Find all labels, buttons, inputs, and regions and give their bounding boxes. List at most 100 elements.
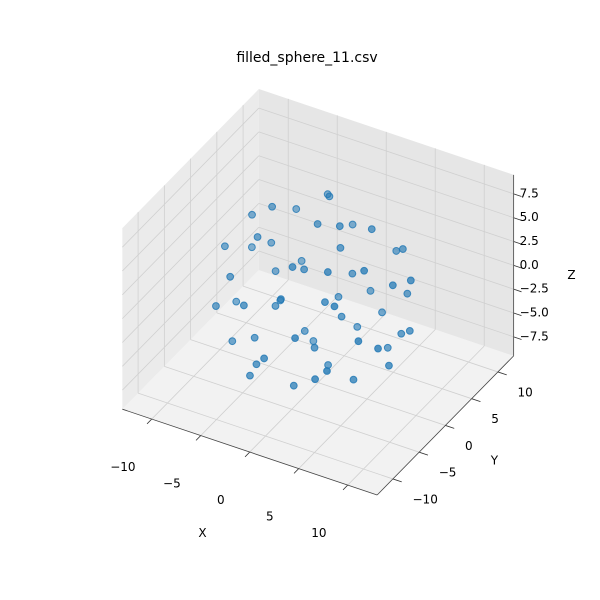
- point: [385, 361, 393, 370]
- z-tick-label: 0.0: [520, 258, 539, 272]
- tick-mark: [293, 468, 300, 474]
- tick-mark: [497, 371, 507, 376]
- point: [398, 245, 407, 253]
- grid-line: [258, 107, 514, 195]
- point: [374, 344, 382, 353]
- point: [300, 327, 309, 335]
- point: [288, 263, 297, 271]
- grid-line: [190, 339, 446, 426]
- point: [212, 302, 220, 310]
- grid-line: [164, 366, 420, 453]
- tick-mark: [244, 451, 251, 458]
- point: [271, 302, 280, 310]
- z-tick-label: −2.5: [520, 282, 549, 296]
- tick-mark: [471, 398, 481, 403]
- point: [250, 333, 259, 342]
- point: [349, 375, 358, 384]
- grid-line: [137, 392, 394, 480]
- point: [321, 298, 329, 306]
- point: [268, 202, 277, 211]
- point: [392, 247, 401, 255]
- point: [403, 289, 412, 298]
- point: [247, 243, 256, 252]
- tick-mark: [513, 288, 522, 293]
- grid-line: [242, 285, 499, 373]
- point: [348, 269, 357, 278]
- point: [260, 354, 269, 363]
- point: [291, 334, 299, 343]
- point: [252, 360, 261, 369]
- y-tick-label: −10: [413, 492, 438, 506]
- point: [323, 190, 332, 199]
- point: [246, 371, 254, 380]
- point: [366, 286, 375, 295]
- grid-line: [122, 226, 260, 367]
- x-tick-label: −10: [110, 460, 135, 474]
- point: [330, 302, 339, 311]
- point: [335, 222, 344, 231]
- grid-line: [216, 312, 472, 400]
- grid-line: [258, 131, 514, 219]
- tick-mark: [419, 451, 429, 456]
- tick-mark: [513, 241, 522, 245]
- point: [353, 322, 362, 331]
- tick-mark: [445, 425, 455, 429]
- point: [383, 343, 392, 352]
- point: [239, 301, 248, 310]
- point: [228, 337, 237, 346]
- point: [334, 292, 343, 301]
- point: [300, 265, 309, 274]
- point: [271, 267, 280, 276]
- point: [232, 297, 241, 306]
- point: [336, 243, 345, 252]
- grid-line: [122, 250, 260, 391]
- point: [277, 295, 285, 304]
- point: [323, 367, 331, 375]
- point: [337, 312, 346, 321]
- grid-line: [122, 155, 260, 296]
- tick-mark: [392, 478, 402, 483]
- point: [397, 329, 406, 338]
- y-axis-line: [376, 355, 514, 496]
- point: [406, 276, 415, 285]
- point: [248, 210, 256, 219]
- y-tick-label: 10: [518, 385, 533, 399]
- point: [267, 238, 276, 247]
- point: [226, 272, 235, 281]
- tick-mark: [342, 484, 349, 491]
- x-axis-label: X: [198, 526, 206, 540]
- point: [360, 266, 369, 275]
- grid-line: [122, 107, 260, 248]
- point: [310, 343, 319, 352]
- x-tick-label: −5: [163, 477, 181, 491]
- point: [253, 233, 262, 241]
- point: [289, 381, 298, 390]
- z-tick-label: 5.0: [520, 210, 539, 224]
- point: [311, 375, 319, 384]
- z-tick-label: −5.0: [520, 306, 549, 320]
- z-tick-label: 2.5: [520, 234, 539, 248]
- y-tick-label: −5: [439, 466, 457, 480]
- point: [292, 205, 301, 213]
- y-tick-label: 5: [491, 412, 499, 426]
- point: [323, 268, 332, 276]
- point: [405, 326, 414, 335]
- point: [367, 225, 376, 234]
- tick-mark: [513, 217, 522, 221]
- x-axis-line: [122, 408, 378, 496]
- grid-line: [258, 202, 514, 290]
- tick-mark: [513, 193, 522, 197]
- point: [354, 337, 363, 346]
- x-tick-label: 5: [266, 510, 274, 524]
- grid-line: [258, 179, 514, 266]
- grid-line: [258, 226, 514, 314]
- z-axis-label: Z: [567, 268, 575, 282]
- grid-line: [122, 131, 260, 272]
- point: [348, 220, 357, 229]
- chart-title: filled_sphere_11.csv: [236, 50, 377, 66]
- tick-mark: [513, 264, 522, 269]
- grid-line: [258, 250, 514, 338]
- y-tick-label: 0: [465, 439, 473, 453]
- point: [297, 257, 306, 265]
- tick-mark: [513, 312, 522, 317]
